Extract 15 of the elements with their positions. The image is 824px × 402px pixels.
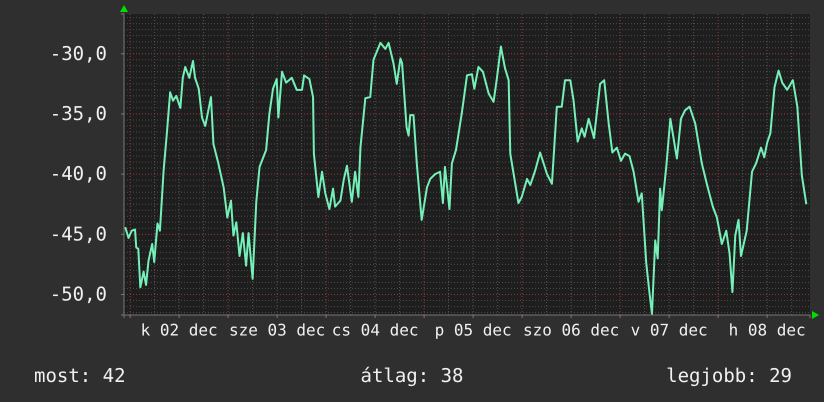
text: átlag: 38 <box>360 365 464 387</box>
x-tick-label: cs 04 dec <box>332 320 418 340</box>
x-tick-label: h 08 dec <box>728 320 806 340</box>
text: legjobb: 29 <box>666 365 792 387</box>
x-tick-label: p 05 dec <box>434 320 512 340</box>
y-tick-label: -30,0 <box>50 42 107 65</box>
x-tick-label: szo 06 dec <box>522 320 620 340</box>
y-tick-label: -50,0 <box>50 284 107 306</box>
y-tick-label: -35,0 <box>50 103 107 126</box>
y-tick-label: -45,0 <box>50 223 107 246</box>
x-tick-label: v 07 dec <box>630 320 708 340</box>
text: most: 42 <box>34 365 126 387</box>
y-tick-label: -40,0 <box>50 163 107 186</box>
x-tick-label: sze 03 dec <box>228 320 326 340</box>
x-tick-label: k 02 dec <box>140 320 218 340</box>
